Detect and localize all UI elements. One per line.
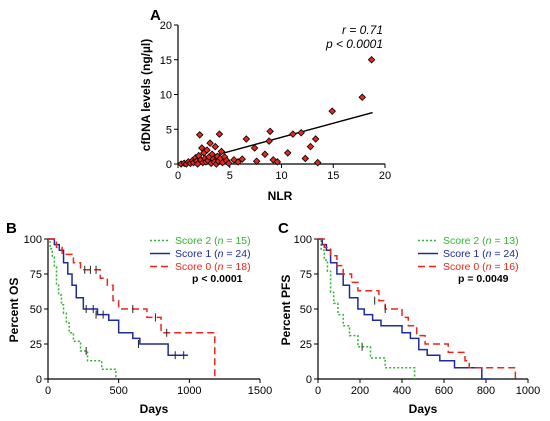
survival-curve-series-1 xyxy=(318,238,416,379)
panel-c-progression-free-survival-plot: C Percent PFS Days p = 0.0049 0 200 400 600… xyxy=(278,220,540,416)
panel-b-overall-survival-plot: B Percent OS Days p < 0.0001 0 500 1000 150… xyxy=(6,220,272,416)
panel-b-y-tick-label: 100 xyxy=(24,234,42,246)
survival-curve-series-2 xyxy=(318,238,491,380)
data-point xyxy=(283,149,292,157)
panel-c-y-axis-title: Percent PFS xyxy=(279,275,293,346)
data-point xyxy=(289,130,297,138)
panel-a-correlation-r: r = 0.71 xyxy=(342,23,383,37)
panel-a-y-tick-label: 20 xyxy=(160,20,172,32)
legend-label-series-3: Score 0 (n = 16) xyxy=(443,261,519,273)
data-point xyxy=(367,55,376,64)
panel-c-y-tick-label: 50 xyxy=(300,304,312,316)
panel-b-x-tick-label: 1000 xyxy=(177,385,201,397)
data-point xyxy=(224,159,233,168)
panel-a-x-tick-label: 10 xyxy=(275,170,287,182)
panel-c-x-tick-label: 200 xyxy=(351,385,369,397)
panel-a-x-tick-label: 15 xyxy=(327,170,339,182)
data-point xyxy=(217,147,226,156)
panel-b-p-value: p < 0.0001 xyxy=(192,273,243,285)
panel-b-x-tick-label: 500 xyxy=(109,385,127,397)
panel-label-b: B xyxy=(6,220,17,237)
panel-c-x-tick-label: 600 xyxy=(435,385,453,397)
panel-c-legend: Score 2 (n = 13)Score 1 (n = 24)Score 0 … xyxy=(418,235,519,273)
data-point xyxy=(195,131,204,139)
legend-label-series-1: Score 2 (n = 15) xyxy=(175,235,251,247)
panel-a-scatter-plot: A cfDNA levels (ng/µl) NLR r = 0.71 p < … xyxy=(139,7,391,203)
data-point xyxy=(265,137,273,145)
panel-a-x-tick-label: 5 xyxy=(227,170,233,182)
data-point xyxy=(358,93,366,102)
panel-b-y-tick-label: 25 xyxy=(30,339,42,351)
panel-c-y-tick-label: 100 xyxy=(294,234,312,246)
panel-c-x-tick-label: 1000 xyxy=(516,385,540,397)
legend-label-series-1: Score 2 (n = 13) xyxy=(443,235,519,247)
data-point xyxy=(301,154,310,163)
panel-a-x-axis-title: NLR xyxy=(268,189,293,203)
panel-c-y-tick-label: 25 xyxy=(300,339,312,351)
panel-b-x-tick-label: 0 xyxy=(45,385,51,397)
data-point xyxy=(311,135,320,143)
data-point xyxy=(203,146,211,154)
panel-label-a: A xyxy=(150,7,161,24)
data-point xyxy=(252,157,261,165)
panel-a-y-tick-label: 15 xyxy=(160,55,172,67)
data-point xyxy=(242,135,251,143)
survival-curve-series-1 xyxy=(48,238,117,379)
data-point xyxy=(215,130,224,138)
data-point xyxy=(261,150,269,159)
data-point xyxy=(266,127,274,136)
panel-c-x-tick-label: 800 xyxy=(477,385,495,397)
data-point xyxy=(313,158,322,167)
data-point xyxy=(206,139,214,147)
panel-b-x-tick-label: 1500 xyxy=(248,385,272,397)
panel-a-y-tick-label: 10 xyxy=(160,90,172,102)
panel-b-y-axis-title: Percent OS xyxy=(7,278,21,343)
panel-a-y-tick-label: 5 xyxy=(166,124,172,136)
panel-a-x-tick-label: 20 xyxy=(379,170,391,182)
data-point xyxy=(297,128,305,137)
panel-b-y-tick-label: 50 xyxy=(30,304,42,316)
data-point xyxy=(250,144,259,152)
panel-c-x-tick-label: 0 xyxy=(315,385,321,397)
panel-b-y-tick-label: 75 xyxy=(30,269,42,281)
legend-label-series-2: Score 1 (n = 24) xyxy=(175,248,251,260)
data-point xyxy=(306,142,315,151)
data-point xyxy=(328,107,336,115)
data-point xyxy=(238,155,246,163)
panel-b-legend: Score 2 (n = 15)Score 1 (n = 24)Score 0 … xyxy=(150,235,251,273)
panel-c-x-axis-title: Days xyxy=(409,402,438,416)
panel-a-y-tick-label: 0 xyxy=(166,159,172,171)
panel-c-p-value: p = 0.0049 xyxy=(458,273,509,285)
panel-a-y-axis-title: cfDNA levels (ng/µl) xyxy=(139,39,153,152)
survival-curve-series-3 xyxy=(318,238,517,379)
survival-curve-series-3 xyxy=(48,238,216,379)
panel-b-y-tick-label: 0 xyxy=(36,374,42,386)
legend-label-series-3: Score 0 (n = 18) xyxy=(175,261,251,273)
panel-c-y-tick-label: 75 xyxy=(300,269,312,281)
data-point xyxy=(211,142,220,151)
panel-a-x-tick-label: 0 xyxy=(175,170,181,182)
survival-curve-series-2 xyxy=(48,238,188,356)
legend-label-series-2: Score 1 (n = 24) xyxy=(443,248,519,260)
panel-a-p-value: p < 0.0001 xyxy=(325,37,383,51)
data-point xyxy=(273,158,282,166)
panel-label-c: C xyxy=(278,220,289,237)
panel-b-x-axis-title: Days xyxy=(140,402,169,416)
panel-c-x-tick-label: 400 xyxy=(393,385,411,397)
panel-c-y-tick-label: 0 xyxy=(306,374,312,386)
